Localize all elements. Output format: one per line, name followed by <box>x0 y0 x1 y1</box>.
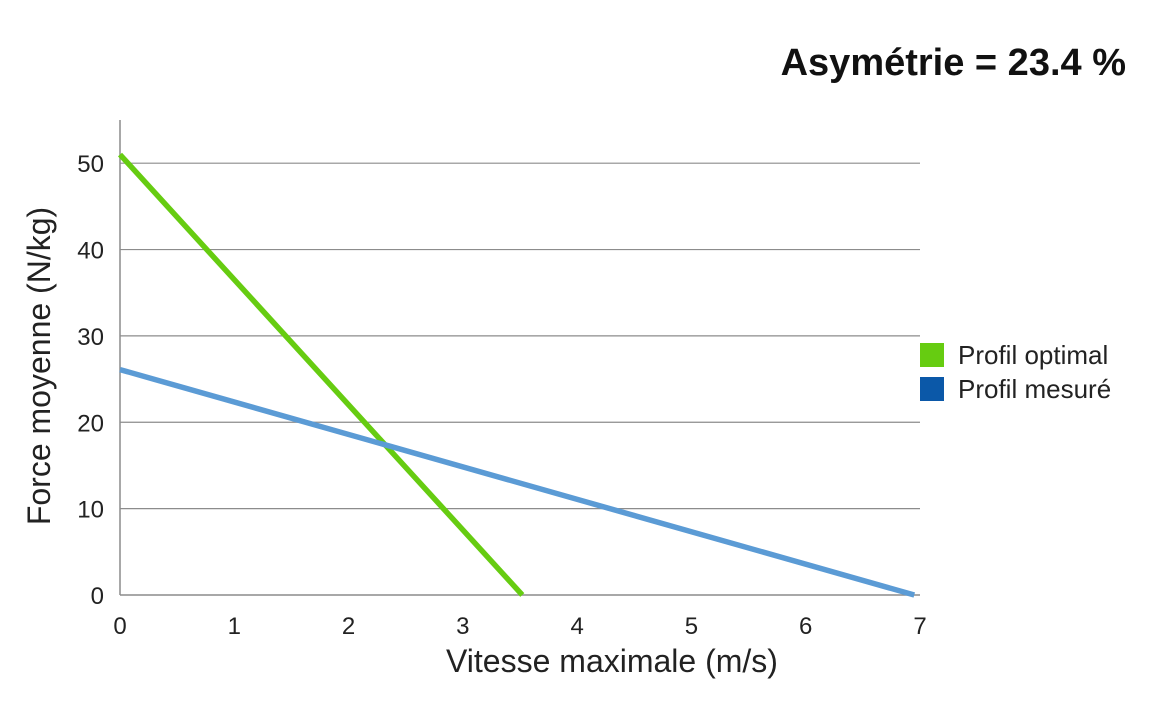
y-axis-label: Force moyenne (N/kg) <box>21 207 57 525</box>
y-tick-label: 40 <box>77 238 104 265</box>
series-lines <box>117 152 916 598</box>
legend-label-optimal: Profil optimal <box>958 339 1109 370</box>
x-axis-label: Vitesse maximale (m/s) <box>446 643 778 679</box>
chart-title: Asymétrie = 23.4 % <box>780 42 1126 84</box>
y-tick-label: 20 <box>77 410 104 437</box>
gridlines <box>120 162 920 510</box>
x-tick-label: 1 <box>228 613 241 640</box>
series-line-optimal <box>117 152 525 597</box>
legend-label-mesure: Profil mesuré <box>958 373 1112 404</box>
x-tick-label: 4 <box>570 613 583 640</box>
series-line-mesure <box>119 366 916 598</box>
legend: Profil optimal Profil mesuré <box>920 338 1111 406</box>
x-tick-labels: 0 1 2 3 4 5 6 7 <box>113 613 926 640</box>
x-tick-label: 0 <box>113 613 126 640</box>
y-tick-label: 30 <box>77 324 104 351</box>
x-tick-label: 2 <box>342 613 355 640</box>
y-tick-label: 50 <box>77 151 104 178</box>
axes <box>119 120 920 596</box>
x-tick-label: 6 <box>799 613 812 640</box>
y-tick-label: 10 <box>77 497 104 524</box>
legend-item-mesure: Profil mesuré <box>920 372 1111 406</box>
legend-swatch-mesure <box>920 377 944 401</box>
x-tick-label: 5 <box>685 613 698 640</box>
legend-item-optimal: Profil optimal <box>920 338 1111 372</box>
y-tick-labels: 0 10 20 30 40 50 <box>77 151 104 610</box>
y-tick-label: 0 <box>91 583 104 610</box>
x-tick-label: 7 <box>913 613 926 640</box>
legend-swatch-optimal <box>920 343 944 367</box>
x-tick-label: 3 <box>456 613 469 640</box>
